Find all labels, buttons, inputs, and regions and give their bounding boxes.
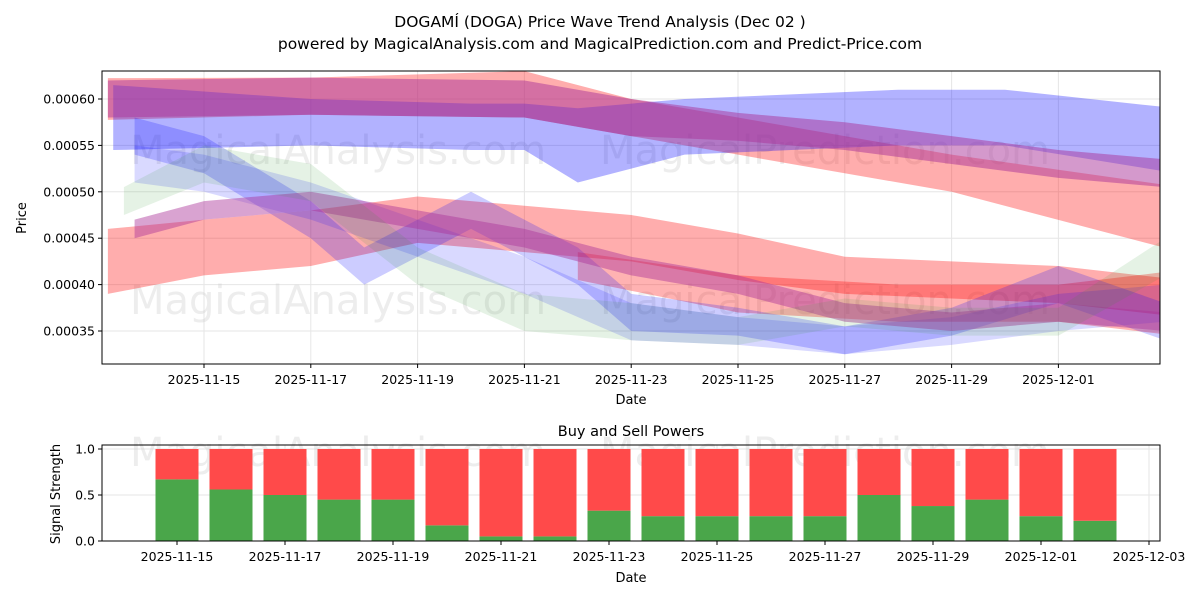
bands xyxy=(107,71,1160,355)
x-tick-label: 2025-11-27 xyxy=(789,549,862,564)
buy-bar xyxy=(803,516,847,541)
x-tick-label: 2025-11-25 xyxy=(681,549,754,564)
band-purple-top xyxy=(107,77,1160,187)
sell-bar xyxy=(371,449,415,500)
chart-title: DOGAMÍ (DOGA) Price Wave Trend Analysis … xyxy=(394,12,805,31)
sell-bar xyxy=(1019,449,1063,517)
buy-bar xyxy=(1073,520,1117,541)
y-tick-label: 0.00040 xyxy=(43,277,95,292)
buy-bar xyxy=(641,516,685,541)
buy-bar xyxy=(425,525,469,541)
x-tick-label: 2025-12-01 xyxy=(1022,372,1095,387)
x-tick-label: 2025-12-01 xyxy=(1005,549,1078,564)
sell-bar xyxy=(155,449,199,480)
top-y-axis-label: Price xyxy=(15,202,30,234)
sell-bar xyxy=(209,449,253,490)
sell-bar xyxy=(911,449,955,507)
buy-bar xyxy=(749,516,793,541)
buy-bar xyxy=(695,516,739,541)
x-tick-label: 2025-12-03 xyxy=(1113,549,1186,564)
band-green xyxy=(123,145,1160,345)
band-red-low-flat xyxy=(577,252,1160,334)
y-tick-label: 0.00060 xyxy=(43,92,95,107)
buy-bar xyxy=(209,489,253,541)
sell-bar xyxy=(587,449,631,511)
buy-bar xyxy=(317,499,361,541)
sell-bar xyxy=(857,449,901,495)
bottom-chart-title: Buy and Sell Powers xyxy=(558,424,704,440)
top-x-axis-label: Date xyxy=(615,393,646,408)
x-tick-label: 2025-11-21 xyxy=(488,372,561,387)
sell-bar xyxy=(641,449,685,517)
sell-bar xyxy=(479,449,523,537)
buy-bar xyxy=(263,495,307,541)
sell-bar xyxy=(695,449,739,517)
band-red-lower xyxy=(107,196,1160,315)
chart-subtitle: powered by MagicalAnalysis.com and Magic… xyxy=(278,35,922,53)
x-tick-label: 2025-11-29 xyxy=(897,549,970,564)
y-tick-label: 1.0 xyxy=(75,442,95,457)
buy-bar xyxy=(857,495,901,541)
watermark: MagicalPrediction.com xyxy=(600,278,1050,324)
buy-bar xyxy=(587,510,631,541)
sell-bar xyxy=(533,449,577,537)
sell-bar xyxy=(965,449,1009,500)
sell-bar xyxy=(425,449,469,526)
x-tick-label: 2025-11-17 xyxy=(249,549,322,564)
sell-bar xyxy=(749,449,793,517)
x-tick-label: 2025-11-17 xyxy=(274,372,347,387)
bottom-y-axis-label: Signal Strength xyxy=(49,444,64,544)
sell-bar xyxy=(317,449,361,500)
y-tick-label: 0.5 xyxy=(75,488,95,503)
buy-bar xyxy=(155,479,199,541)
buy-bar xyxy=(965,499,1009,541)
y-tick-label: 0.0 xyxy=(75,534,95,549)
watermark: MagicalAnalysis.com xyxy=(130,278,546,324)
buy-bar xyxy=(533,536,577,541)
x-tick-label: 2025-11-27 xyxy=(808,372,881,387)
x-tick-label: 2025-11-19 xyxy=(357,549,430,564)
watermark: MagicalAnalysis.com xyxy=(130,128,546,174)
x-tick-label: 2025-11-23 xyxy=(595,372,668,387)
y-tick-label: 0.00045 xyxy=(43,231,95,246)
x-tick-label: 2025-11-21 xyxy=(465,549,538,564)
x-tick-label: 2025-11-23 xyxy=(573,549,646,564)
sell-bar xyxy=(1073,449,1117,521)
sell-bar xyxy=(263,449,307,495)
y-tick-label: 0.00050 xyxy=(43,184,95,199)
buy-bar xyxy=(1019,516,1063,541)
x-tick-label: 2025-11-19 xyxy=(381,372,454,387)
band-purple-lower xyxy=(134,191,1160,331)
top-plot-frame xyxy=(101,70,1161,365)
sell-bar xyxy=(803,449,847,517)
band-blue-desc-1 xyxy=(134,145,1160,355)
x-tick-label: 2025-11-25 xyxy=(702,372,775,387)
x-tick-label: 2025-11-15 xyxy=(168,372,241,387)
buy-bar xyxy=(911,506,955,541)
buy-bar xyxy=(371,499,415,541)
buy-bar xyxy=(479,536,523,541)
bottom-plot-frame xyxy=(101,444,1161,542)
x-tick-label: 2025-11-29 xyxy=(915,372,988,387)
y-tick-label: 0.00035 xyxy=(43,324,95,339)
x-tick-label: 2025-11-15 xyxy=(141,549,214,564)
band-blue-desc-2 xyxy=(134,117,1160,355)
y-tick-label: 0.00055 xyxy=(43,138,95,153)
bottom-x-axis-label: Date xyxy=(615,571,646,586)
